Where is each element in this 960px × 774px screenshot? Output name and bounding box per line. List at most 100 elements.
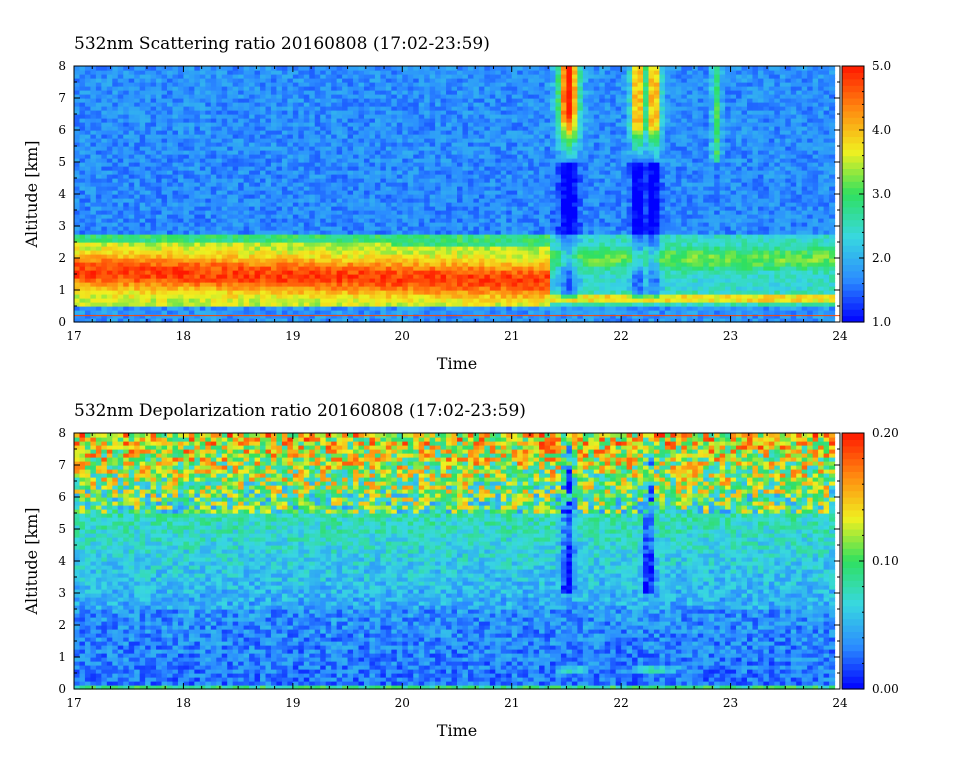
heatmap-cell [374,270,381,275]
heatmap-cell [260,218,267,223]
heatmap-cell [145,226,152,231]
heatmap-cell [161,314,168,319]
heatmap-cell [106,182,113,187]
heatmap-cell [774,210,781,215]
heatmap-cell [659,246,666,251]
heatmap-cell [681,318,688,323]
heatmap-cell [391,270,398,275]
heatmap-cell [353,306,360,311]
heatmap-cell [177,182,185,187]
heatmap-cell [643,246,650,251]
heatmap-cell [106,302,113,307]
heatmap-cell [112,278,119,283]
heatmap-cell [632,306,639,311]
heatmap-cell [484,230,491,235]
heatmap-cell [779,218,786,223]
heatmap-cell [560,234,568,239]
heatmap-cell [139,262,146,267]
heatmap-cell [506,234,513,239]
heatmap-cell [533,278,540,283]
heatmap-cell [757,182,764,187]
heatmap-cell [95,262,102,267]
heatmap-cell [265,246,272,251]
heatmap-cell [309,318,316,323]
heatmap-cell [112,182,119,187]
heatmap-cell [550,230,557,235]
heatmap-cell [156,314,163,319]
heatmap-cell [303,218,310,223]
heatmap-cell [391,246,398,251]
heatmap-cell [134,286,141,291]
heatmap-cell [478,194,485,199]
heatmap-cell [292,190,299,195]
heatmap-cell [183,266,190,271]
heatmap-cell [462,298,469,303]
heatmap-cell [577,242,584,247]
heatmap-cell [659,178,666,183]
heatmap-cell [495,246,502,251]
heatmap-cell [188,262,195,267]
heatmap-cell [188,254,195,259]
heatmap-cell [303,318,310,323]
heatmap-cell [150,202,157,207]
heatmap-cell [774,178,781,183]
heatmap-cell [216,182,223,187]
heatmap-cell [429,218,436,223]
heatmap-cell [457,218,464,223]
heatmap-cell [331,194,338,199]
heatmap-cell [407,262,414,267]
heatmap-cell [801,314,808,319]
heatmap-cell [522,254,529,259]
heatmap-cell [746,238,754,243]
heatmap-cell [807,290,814,295]
heatmap-cell [418,222,425,227]
heatmap-cell [331,210,338,215]
heatmap-cell [522,190,529,195]
heatmap-cell [413,246,420,251]
heatmap-cell [358,206,365,211]
heatmap-cell [194,226,201,231]
heatmap-cell [659,270,666,275]
heatmap-cell [643,238,650,243]
heatmap-cell [582,318,589,323]
heatmap-cell [150,178,157,183]
heatmap-cell [818,306,825,311]
heatmap-cell [604,182,611,187]
heatmap-cell [292,294,299,299]
heatmap-cell [320,230,327,235]
heatmap-cell [604,274,611,279]
heatmap-cell [194,290,201,295]
heatmap-cell [112,206,119,211]
heatmap-cell [774,186,781,191]
heatmap-cell [232,182,239,187]
heatmap-cell [801,238,808,243]
heatmap-cell [714,318,721,323]
heatmap-cell [462,306,469,311]
heatmap-cell [363,270,371,275]
heatmap-cell [807,238,814,243]
heatmap-cell [172,226,179,231]
heatmap-cell [506,314,513,319]
heatmap-cell [227,262,234,267]
heatmap-cell [74,314,81,319]
heatmap-cell [429,178,436,183]
heatmap-cell [555,222,562,227]
heatmap-cell [670,314,677,319]
heatmap-cell [823,190,830,195]
heatmap-cell [522,302,529,307]
heatmap-cell [429,194,436,199]
heatmap-cell [227,214,234,219]
heatmap-cell [555,218,562,223]
heatmap-cell [692,318,699,323]
heatmap-cell [571,318,578,323]
heatmap-cell [112,302,119,307]
heatmap-cell [500,242,507,247]
heatmap-cell [675,202,682,207]
heatmap-cell [336,238,343,243]
heatmap-cell [380,278,387,283]
heatmap-cell [358,246,365,251]
heatmap-cell [281,318,288,323]
heatmap-cell [210,254,217,259]
heatmap-cell [495,202,502,207]
heatmap-cell [736,246,743,251]
